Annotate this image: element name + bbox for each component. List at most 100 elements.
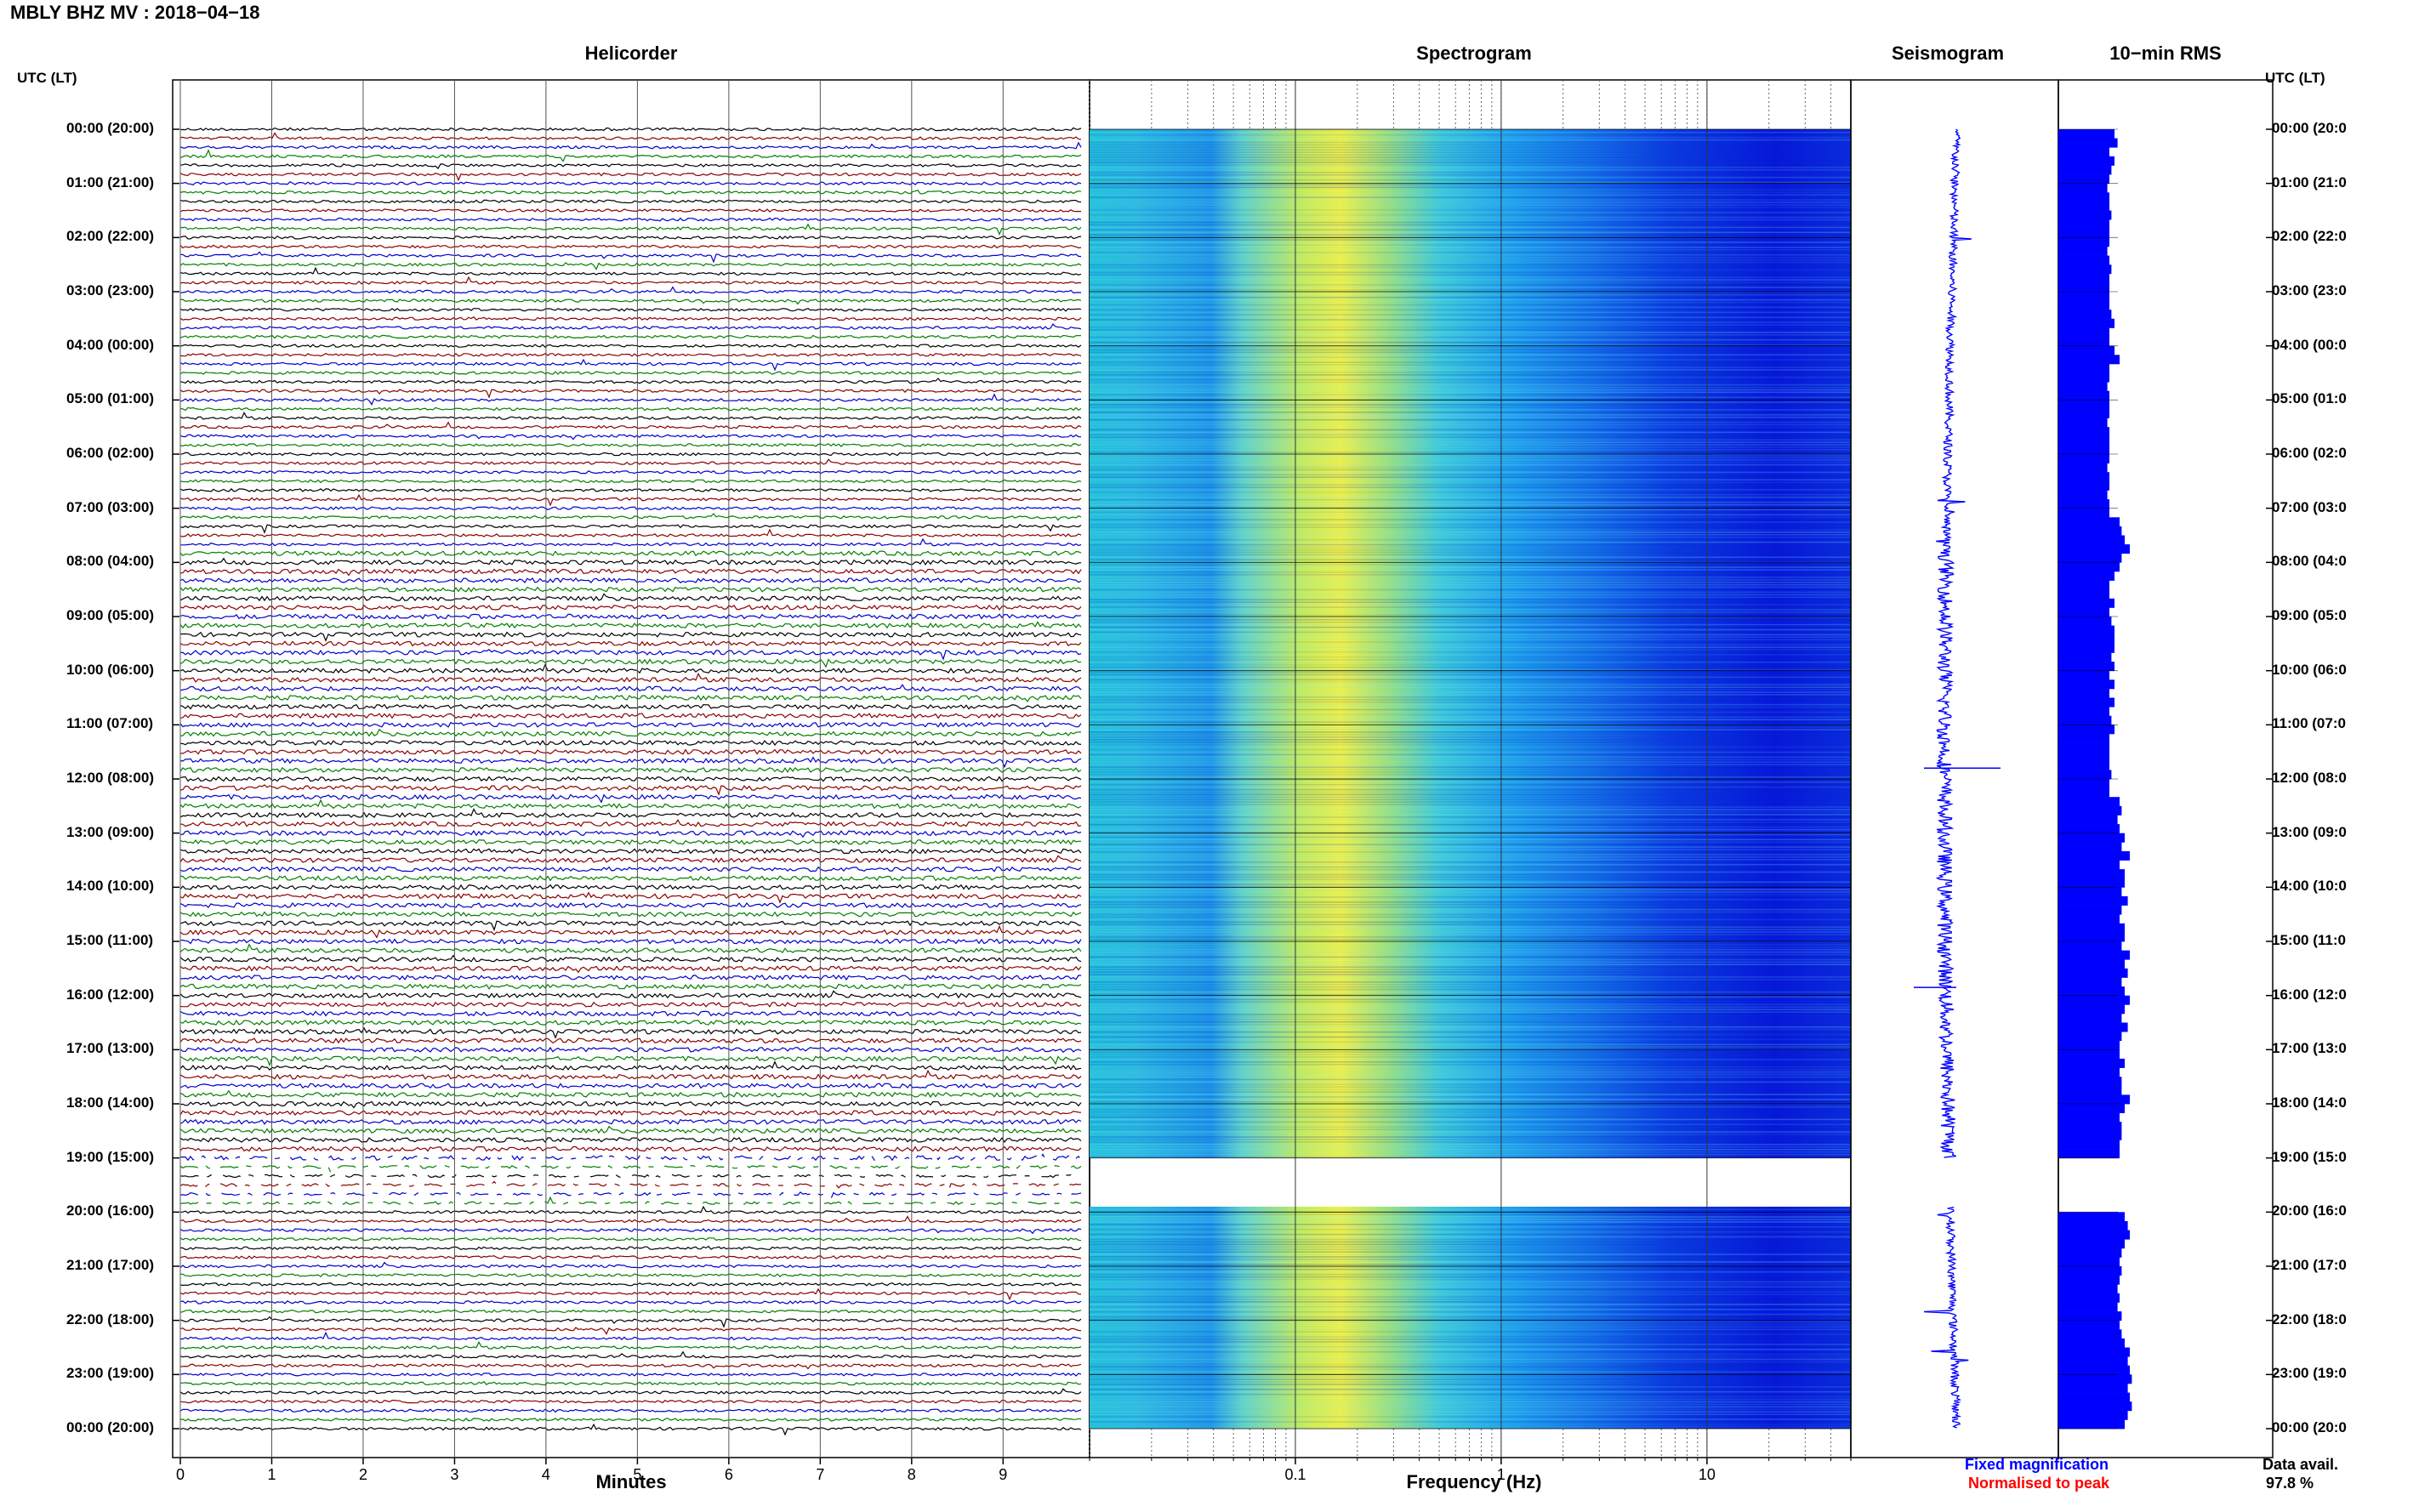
- helicorder-trace: [179, 479, 1082, 484]
- helicorder-xtick: 5: [633, 1466, 642, 1483]
- rms-bar: [2058, 327, 2109, 338]
- spectrogram-row: [1090, 212, 1851, 213]
- rms-bar: [2058, 1311, 2122, 1322]
- left-time-label: 06:00 (02:00): [66, 445, 155, 461]
- spectrogram-row: [1090, 1403, 1851, 1406]
- spectrogram-row: [1090, 734, 1851, 736]
- helicorder-trace: [179, 1309, 1082, 1314]
- helicorder-trace: [179, 443, 1082, 447]
- spectrogram-row: [1090, 287, 1851, 288]
- helicorder-trace: [179, 920, 1082, 932]
- spectrogram-row: [1090, 1231, 1851, 1233]
- rms-bar: [2058, 445, 2109, 455]
- spectrogram-row: [1090, 1144, 1851, 1145]
- helicorder-trace: [179, 251, 1082, 264]
- spectrogram-row: [1090, 946, 1851, 948]
- helicorder-trace: [179, 127, 1082, 132]
- helicorder-trace: [179, 924, 1082, 939]
- spectrogram-row: [1090, 806, 1851, 808]
- rms-bar: [2058, 1239, 2125, 1249]
- spectrogram-row: [1090, 179, 1851, 181]
- spectrogram-row: [1090, 726, 1851, 728]
- rms-bar: [2058, 129, 2114, 139]
- spectrogram-row: [1090, 679, 1851, 681]
- helicorder-xtick: 6: [724, 1466, 733, 1483]
- spectrogram-row: [1090, 141, 1851, 144]
- spectrogram-row: [1090, 684, 1851, 685]
- rms-bar: [2058, 895, 2128, 906]
- rms-bar: [2058, 941, 2122, 951]
- spectrogram-row: [1090, 1309, 1851, 1310]
- helicorder-trace: [179, 766, 1082, 773]
- spectrogram-row: [1090, 338, 1851, 341]
- helicorder-trace: [179, 703, 1082, 710]
- spectrogram-row: [1090, 1059, 1851, 1060]
- rms-bar: [2058, 454, 2109, 463]
- spectrogram-row: [1090, 1416, 1851, 1418]
- spectrogram-row: [1090, 226, 1851, 229]
- spectrogram-row: [1090, 574, 1851, 576]
- helicorder-trace: [179, 640, 1082, 647]
- spectrogram-row: [1090, 351, 1851, 354]
- spectrogram-row: [1090, 281, 1851, 283]
- spectrogram-row: [1090, 329, 1851, 331]
- data-avail-label: Data avail.: [2262, 1456, 2339, 1473]
- helicorder-trace: [179, 469, 1082, 475]
- rms-bar: [2058, 887, 2122, 897]
- rms-bar: [2058, 292, 2109, 301]
- spectrogram-row: [1090, 871, 1851, 873]
- spectrogram-row: [1090, 239, 1851, 241]
- spectrogram-row: [1090, 196, 1851, 198]
- spectrogram-xlabel: Frequency (Hz): [1406, 1471, 1542, 1492]
- right-time-label: 14:00 (10:0: [2272, 878, 2347, 895]
- right-time-label: 18:00 (14:0: [2272, 1094, 2347, 1111]
- spectrogram-row: [1090, 929, 1851, 930]
- spectrogram-row: [1090, 529, 1851, 531]
- spectrogram-xtick: 10: [1698, 1466, 1716, 1483]
- spectrogram-row: [1090, 1246, 1851, 1248]
- helicorder-trace: [179, 586, 1082, 593]
- spectrogram-row: [1090, 1389, 1851, 1390]
- helicorder-trace: [179, 1089, 1082, 1099]
- spectrogram-row: [1090, 838, 1851, 841]
- spectrogram-row: [1090, 1378, 1851, 1380]
- left-time-label: 04:00 (00:00): [66, 336, 155, 353]
- spectrogram-row: [1090, 899, 1851, 901]
- spectrogram-row: [1090, 1096, 1851, 1098]
- spectrogram-row: [1090, 984, 1851, 986]
- rms-bar: [2058, 1122, 2122, 1132]
- spectrogram-row: [1090, 913, 1851, 916]
- helicorder-trace: [179, 371, 1082, 375]
- spectrogram-row: [1090, 1141, 1851, 1143]
- spectrogram-row: [1090, 1224, 1851, 1225]
- helicorder-trace: [179, 1255, 1082, 1259]
- helicorder-trace: [179, 1164, 1082, 1174]
- spectrogram-row: [1090, 1153, 1851, 1156]
- rms-bar: [2058, 1275, 2120, 1285]
- helicorder-trace: [179, 1340, 1082, 1350]
- rms-bar: [2058, 138, 2118, 148]
- spectrogram-row: [1090, 993, 1851, 996]
- rms-bar: [2058, 1293, 2120, 1303]
- spectrogram-row: [1090, 469, 1851, 471]
- helicorder-trace: [179, 262, 1082, 270]
- rms-bar: [2058, 950, 2130, 960]
- spectrogram-row: [1090, 234, 1851, 236]
- spectrogram-row: [1090, 481, 1851, 483]
- left-time-label: 00:00 (20:00): [66, 120, 155, 136]
- helicorder-trace: [179, 235, 1082, 240]
- spectrogram-row: [1090, 746, 1851, 748]
- spectrogram-row: [1090, 819, 1851, 821]
- rms-bar: [2058, 472, 2109, 482]
- helicorder-trace: [179, 1399, 1082, 1404]
- spectrogram-row: [1090, 1310, 1851, 1313]
- spectrogram-row: [1090, 966, 1851, 968]
- spectrogram-row: [1090, 809, 1851, 810]
- spectrogram-row: [1090, 586, 1851, 588]
- spectrogram-row: [1090, 1233, 1851, 1236]
- helicorder-trace: [179, 1300, 1082, 1305]
- right-time-label: 01:00 (21:0: [2272, 173, 2347, 190]
- spectrogram-row: [1090, 1401, 1851, 1403]
- spectrogram-title: Spectrogram: [1416, 43, 1532, 64]
- helicorder-trace: [179, 658, 1082, 668]
